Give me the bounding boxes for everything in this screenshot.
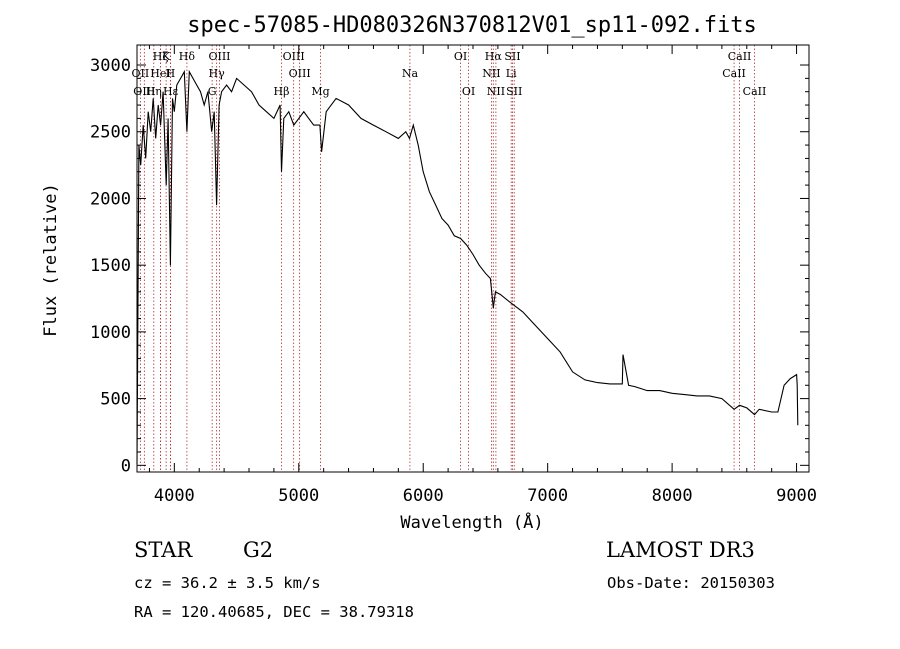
y-tick-label: 500 — [100, 390, 131, 410]
y-tick-label: 2000 — [90, 189, 131, 209]
marker-label: OIII — [208, 50, 230, 63]
coordinates-readout: RA = 120.40685, DEC = 38.79318 — [134, 603, 414, 621]
marker-label: CaII — [722, 67, 746, 80]
marker-label: CaII — [743, 85, 767, 98]
observation-date: Obs-Date: 20150303 — [607, 574, 775, 592]
plot-frame — [136, 44, 810, 473]
object-subclass: G2 — [243, 538, 274, 562]
y-tick-label: 2500 — [90, 123, 131, 143]
y-tick-label: 3000 — [90, 56, 131, 76]
spectrum-line — [136, 69, 799, 465]
y-axis-label: Flux (relative) — [41, 183, 61, 337]
marker-label: OIII — [133, 85, 155, 98]
marker-label: Mg — [311, 85, 329, 98]
x-axis-label: Wavelength (Å) — [400, 511, 543, 533]
object-type: STAR — [134, 538, 193, 562]
marker-label: Hγ — [209, 67, 226, 80]
spectral-line-labels: Hδ OII OIII KH Hε Hζ Hη HeI OIII Hγ G OIII OIII Hβ Mg N… — [132, 50, 767, 98]
marker-label: K — [162, 50, 171, 63]
x-tick-label: 8000 — [652, 486, 693, 506]
chart-title: spec-57085-HD080326N370812V01_sp11-092.f… — [187, 13, 757, 38]
marker-label: OIII — [289, 67, 311, 80]
y-tick-label: 1500 — [90, 256, 131, 276]
marker-label: Hβ — [274, 85, 290, 98]
marker-label: H — [166, 67, 176, 80]
marker-label: OII — [132, 67, 150, 80]
x-tick-label: 6000 — [403, 486, 444, 506]
marker-label: Hζ — [153, 50, 169, 63]
marker-label: Hε — [163, 85, 179, 98]
x-tick-label: 7000 — [527, 486, 568, 506]
y-tick-label: 1000 — [90, 323, 131, 343]
survey-name: LAMOST DR3 — [606, 538, 755, 562]
y-axis: 0 500 1000 1500 2000 2500 3000 — [90, 56, 809, 476]
x-tick-label: 4000 — [154, 486, 195, 506]
marker-label: Na — [402, 67, 419, 80]
x-tick-label: 5000 — [278, 486, 319, 506]
y-tick-label: 0 — [121, 456, 131, 476]
x-tick-label: 9000 — [776, 486, 817, 506]
marker-label: HeI — [150, 67, 170, 80]
marker-label: OI — [462, 85, 475, 98]
x-axis: 4000 5000 6000 7000 8000 9000 — [148, 45, 817, 506]
redshift-readout: cz = 36.2 ± 3.5 km/s — [134, 574, 321, 592]
marker-label: SII — [506, 85, 522, 98]
marker-label: Hα — [485, 50, 503, 63]
spectral-line-markers — [139, 45, 755, 472]
marker-label: SII — [504, 50, 520, 63]
marker-label: G — [208, 85, 217, 98]
marker-label: OI — [454, 50, 467, 63]
marker-label: NII — [487, 85, 505, 98]
marker-label: Hδ — [179, 50, 196, 63]
marker-label: NII — [482, 67, 500, 80]
marker-label: Li — [506, 67, 517, 80]
marker-label: CaII — [728, 50, 752, 63]
marker-label: Hη — [146, 85, 162, 98]
marker-label: OIII — [283, 50, 305, 63]
